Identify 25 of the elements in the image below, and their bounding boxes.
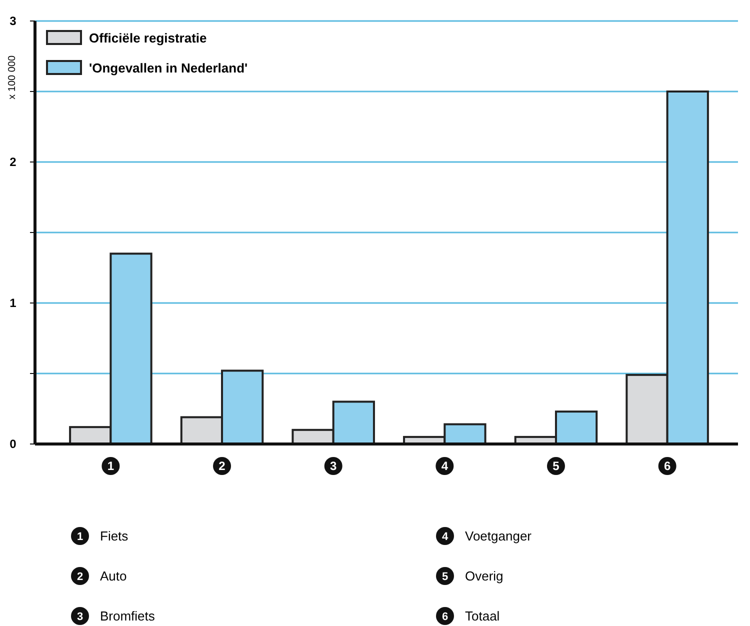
x-tick-label: 2: [218, 459, 226, 474]
text: Auto: [100, 568, 127, 584]
text: Bromfiets: [100, 608, 156, 624]
text: Overig: [465, 568, 504, 584]
x-tick-label: 4: [441, 459, 448, 474]
x-tick-label: 6: [664, 459, 671, 474]
category-label: 5: [442, 570, 448, 583]
x-tick-label: 1: [107, 459, 114, 474]
y-tick-label: 1: [10, 296, 17, 310]
category-label: 3: [76, 610, 84, 623]
category-label: 1: [76, 530, 84, 543]
x-tick-label: 5: [552, 459, 560, 474]
text: Fiets: [100, 528, 129, 544]
category-label: 4: [442, 530, 448, 543]
text: Voetganger: [465, 528, 532, 544]
legend-label: Officiële registratie: [89, 30, 207, 46]
category-label: 2: [76, 570, 84, 583]
legend-label: 'Ongevallen in Nederland': [89, 60, 248, 76]
y-tick-label: 3: [10, 14, 17, 28]
category-label: 6: [442, 610, 448, 623]
y-tick-label: 2: [10, 155, 17, 170]
x-tick-label: 3: [330, 459, 337, 474]
y-tick-label: 0: [10, 437, 17, 452]
text: Totaal: [465, 608, 500, 624]
y-axis-title: x 100 000: [7, 55, 18, 100]
